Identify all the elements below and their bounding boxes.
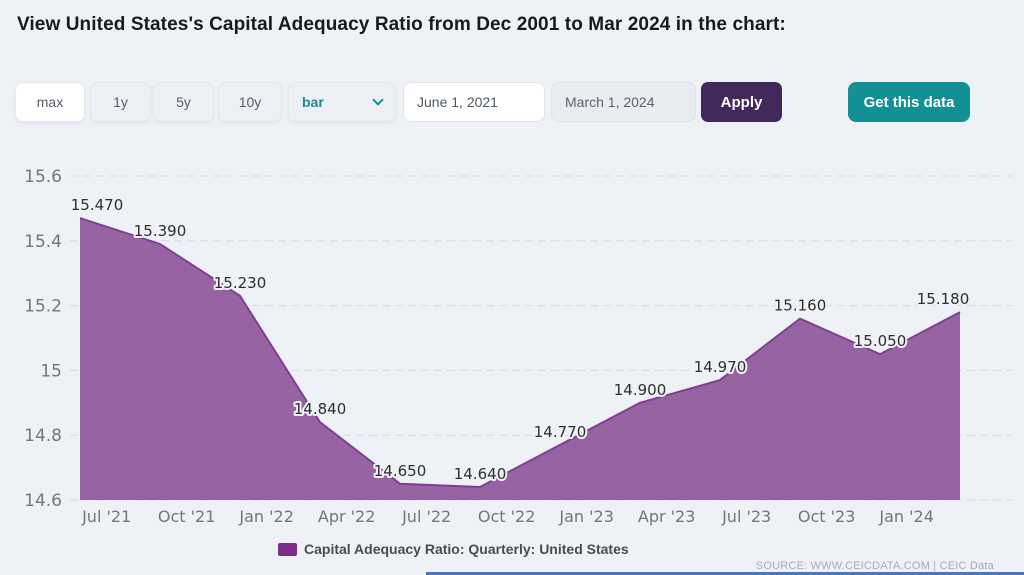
svg-text:14.840: 14.840: [294, 400, 347, 418]
chart-legend[interactable]: Capital Adequacy Ratio: Quarterly: Unite…: [278, 541, 629, 557]
svg-text:Jan '22: Jan '22: [238, 507, 294, 526]
svg-text:14.8: 14.8: [24, 426, 62, 446]
svg-text:Jul '21: Jul '21: [81, 507, 131, 526]
range-button-10y[interactable]: 10y: [218, 82, 282, 122]
date-from-input[interactable]: [403, 82, 545, 122]
svg-text:15.390: 15.390: [134, 222, 187, 240]
svg-text:15.180: 15.180: [917, 290, 970, 308]
svg-text:Oct '21: Oct '21: [158, 507, 216, 526]
svg-text:15.4: 15.4: [24, 232, 62, 252]
svg-text:14.640: 14.640: [454, 465, 507, 483]
svg-text:Apr '22: Apr '22: [318, 507, 376, 526]
range-button-max[interactable]: max: [15, 82, 85, 122]
date-to-input[interactable]: [551, 82, 696, 122]
get-this-data-button[interactable]: Get this data: [848, 82, 970, 122]
legend-swatch-icon: [278, 542, 297, 556]
chart-type-select[interactable]: bar: [288, 82, 396, 122]
svg-text:Jul '22: Jul '22: [401, 507, 451, 526]
svg-text:15.230: 15.230: [214, 274, 267, 292]
svg-text:14.970: 14.970: [694, 358, 747, 376]
page-title: View United States's Capital Adequacy Ra…: [17, 14, 786, 35]
svg-text:Apr '23: Apr '23: [638, 507, 696, 526]
toolbar: max 1y 5y 10y bar Apply Get this data: [0, 82, 1024, 122]
svg-text:15.160: 15.160: [774, 297, 827, 315]
svg-text:14.650: 14.650: [374, 462, 427, 480]
svg-text:Jan '24: Jan '24: [878, 507, 934, 526]
svg-text:15.6: 15.6: [24, 167, 62, 187]
svg-text:Jul '23: Jul '23: [721, 507, 771, 526]
svg-text:Oct '23: Oct '23: [798, 507, 856, 526]
apply-button[interactable]: Apply: [701, 82, 782, 122]
svg-text:14.900: 14.900: [614, 381, 667, 399]
range-button-5y[interactable]: 5y: [153, 82, 214, 122]
svg-text:15.470: 15.470: [71, 196, 124, 214]
range-button-1y[interactable]: 1y: [90, 82, 151, 122]
legend-label: Capital Adequacy Ratio: Quarterly: Unite…: [304, 541, 629, 557]
chart-type-selected-value: bar: [302, 94, 324, 110]
svg-text:14.770: 14.770: [534, 423, 587, 441]
svg-text:14.6: 14.6: [24, 491, 62, 511]
svg-text:15.050: 15.050: [854, 332, 907, 350]
footer-bar-partial: [426, 572, 1024, 575]
source-attribution: SOURCE: WWW.CEICDATA.COM | CEIC Data: [755, 560, 994, 572]
svg-text:15: 15: [40, 361, 62, 381]
svg-text:Jan '23: Jan '23: [558, 507, 614, 526]
svg-text:15.2: 15.2: [24, 297, 62, 317]
svg-text:Oct '22: Oct '22: [478, 507, 536, 526]
